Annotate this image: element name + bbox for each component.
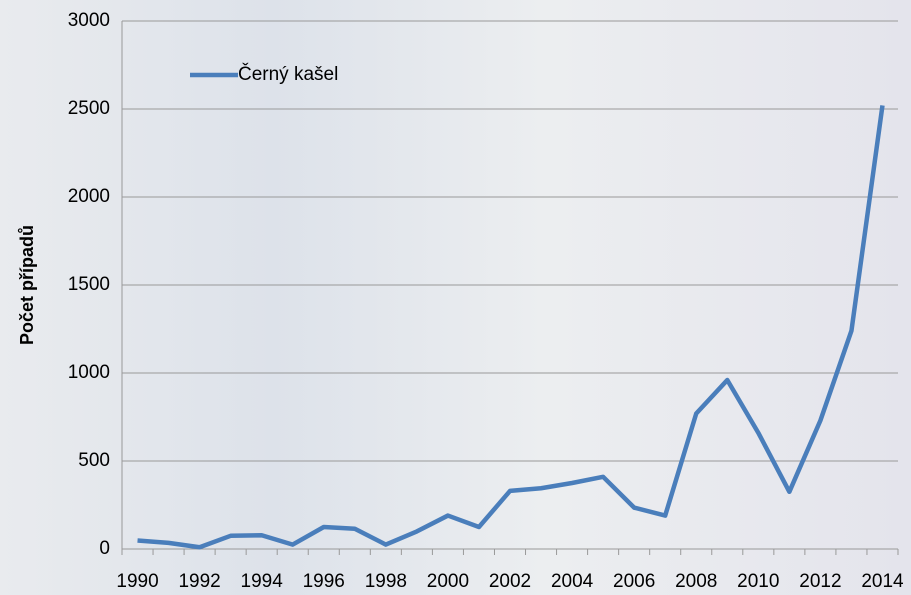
x-tick-label: 2006: [613, 571, 655, 592]
x-tick-label: 1992: [178, 571, 220, 592]
x-tick-label: 1998: [365, 571, 407, 592]
y-tick-label: 2000: [68, 186, 110, 207]
x-tick-label: 2004: [551, 571, 594, 592]
x-tick-label: 1994: [241, 571, 284, 592]
chart: Počet případů 0 500 1000 1500 2000 2500 3000 19…: [0, 0, 911, 595]
x-tick-label: 2014: [861, 571, 904, 592]
y-tick-label: 0: [99, 538, 110, 559]
x-tick-label: 2010: [737, 571, 779, 592]
x-tick-label: 2002: [489, 571, 531, 592]
y-tick-label: 500: [78, 450, 110, 471]
x-tick-label: 2012: [799, 571, 841, 592]
y-tick-label: 3000: [68, 10, 110, 31]
y-tick-label: 1500: [68, 274, 110, 295]
y-tick-label: 1000: [68, 362, 110, 383]
legend-label: Černý kašel: [238, 63, 338, 85]
y-axis-label: Počet případů: [17, 225, 37, 345]
x-tick-label: 2000: [427, 571, 469, 592]
x-tick-label: 1990: [116, 571, 158, 592]
x-tick-label: 1996: [303, 571, 345, 592]
x-tick-label: 2008: [675, 571, 717, 592]
y-tick-label: 2500: [68, 98, 110, 119]
background: [0, 0, 911, 595]
